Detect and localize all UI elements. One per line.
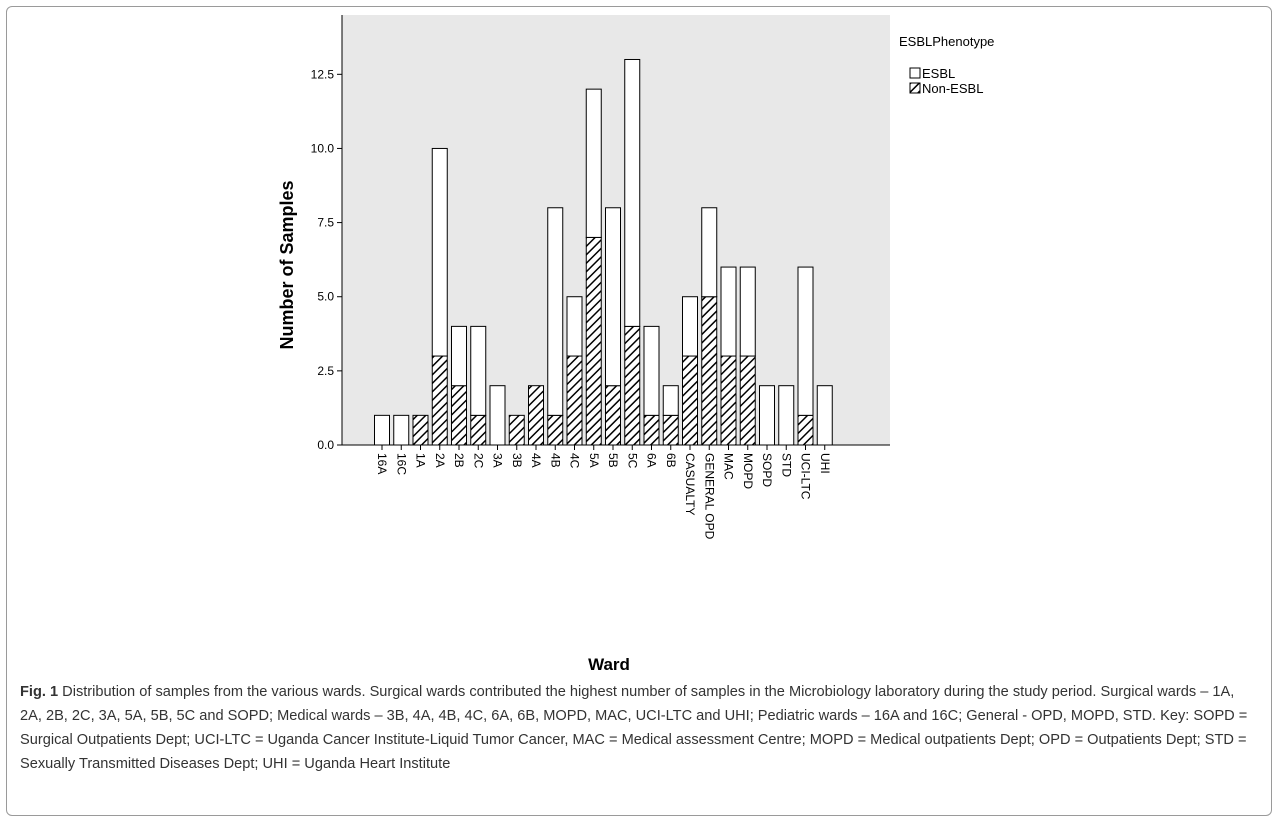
- x-tick-label: 1A: [414, 453, 428, 468]
- x-tick-label: 4C: [568, 453, 582, 469]
- x-tick-label: 5C: [625, 453, 639, 469]
- x-tick-label: MAC: [722, 453, 736, 480]
- x-axis-title: Ward: [588, 655, 630, 674]
- x-tick-label: 4A: [529, 453, 543, 468]
- bar-esbl-3a: [489, 385, 506, 446]
- bar-non-esbl-2a: [431, 355, 448, 446]
- y-tick-label: 7.5: [317, 216, 334, 230]
- bar-non-esbl-5a: [585, 236, 602, 446]
- y-tick-label: 12.5: [311, 67, 335, 81]
- x-axis: 16A 16C 1A 2A 2B 2C 3A 3B 4A 4B 4C 5A 5B 5C 6A 6B CASUAL…: [342, 444, 890, 540]
- bar-non-esbl-casualty: [682, 355, 698, 446]
- bar-esbl-2b: [451, 325, 467, 387]
- x-tick-label: UHI: [818, 453, 832, 474]
- x-tick-label: 16A: [375, 453, 389, 474]
- bar-esbl-6a: [643, 325, 660, 416]
- bar-non-esbl-2c: [470, 414, 487, 446]
- bar-esbl-4c: [566, 296, 583, 357]
- bar-esbl-5a: [585, 88, 602, 238]
- bar-esbl-16c: [393, 414, 410, 446]
- bar-esbl-mac: [720, 266, 737, 357]
- x-tick-label: 5B: [606, 453, 620, 468]
- x-tick-label: 3B: [510, 453, 524, 468]
- bar-non-esbl-4a: [528, 385, 544, 446]
- caption-text: Distribution of samples from the various…: [20, 684, 1248, 772]
- bar-esbl-sopd: [759, 385, 775, 446]
- bar-non-esbl-6a: [643, 414, 660, 446]
- bar-esbl-casualty: [682, 296, 698, 357]
- x-tick-label: 6B: [664, 453, 678, 468]
- legend-swatch-non-esbl: [909, 82, 921, 94]
- x-tick-label: 4B: [548, 453, 562, 468]
- bar-esbl-2c: [470, 325, 487, 416]
- bar-esbl-16a: [374, 414, 390, 446]
- bar-esbl-5c: [624, 58, 641, 327]
- legend-label-non-esbl: Non-ESBL: [922, 81, 983, 96]
- y-tick-label: 2.5: [317, 364, 334, 378]
- x-tick-label: 3A: [491, 453, 505, 468]
- y-tick-label: 5.0: [317, 290, 334, 304]
- bar-non-esbl-5c: [624, 325, 641, 446]
- x-tick-label: STD: [779, 453, 793, 477]
- x-tick-label: 2B: [452, 453, 466, 468]
- legend-title: ESBLPhenotype: [899, 34, 994, 49]
- bar-esbl-2a: [431, 147, 448, 357]
- x-tick-label: 2A: [433, 453, 447, 468]
- bar-non-esbl-1a: [412, 414, 429, 446]
- bar-esbl-uhi: [816, 385, 833, 446]
- bar-non-esbl-3b: [508, 414, 525, 446]
- bar-esbl-mopd: [739, 266, 756, 357]
- y-axis: 0.0 2.5 5.0 7.5 10.0 12.5: [311, 15, 343, 452]
- x-tick-label: 6A: [645, 453, 659, 468]
- stacked-bar-chart: 0.0 2.5 5.0 7.5 10.0 12.5 16A 16C 1A 2A 2B 2C 3A 3B 4…: [277, 15, 994, 674]
- x-tick-label: SOPD: [760, 453, 774, 487]
- bar-esbl-4b: [547, 207, 564, 416]
- figure-label: Fig. 1: [20, 684, 59, 700]
- bar-non-esbl-4b: [547, 414, 564, 446]
- x-tick-label: 5A: [587, 453, 601, 468]
- y-axis-title: Number of Samples: [277, 180, 297, 349]
- x-tick-label: MOPD: [741, 453, 755, 489]
- bar-esbl-6b: [662, 385, 679, 416]
- bar-esbl-general-opd: [701, 207, 718, 298]
- legend-label-esbl: ESBL: [922, 66, 955, 81]
- legend-swatch-esbl: [909, 67, 921, 79]
- figure-caption: Fig. 1 Distribution of samples from the …: [20, 680, 1260, 776]
- bar-non-esbl-uci-ltc: [797, 414, 814, 446]
- y-tick-label: 10.0: [311, 141, 335, 155]
- x-tick-label: CASUALTY: [683, 453, 697, 515]
- bar-non-esbl-6b: [662, 414, 679, 446]
- x-tick-label: 2C: [471, 453, 485, 469]
- bar-non-esbl-mac: [720, 355, 737, 446]
- bars-group: [374, 58, 833, 446]
- x-tick-label: 16C: [394, 453, 408, 475]
- bar-non-esbl-5b: [605, 385, 621, 446]
- bar-non-esbl-mopd: [739, 355, 756, 446]
- x-tick-label: UCI-LTC: [799, 453, 813, 500]
- bar-esbl-uci-ltc: [797, 266, 814, 416]
- x-tick-label: GENERAL OPD: [702, 453, 716, 540]
- bar-esbl-5b: [605, 207, 621, 387]
- bar-non-esbl-4c: [566, 355, 583, 446]
- bar-non-esbl-2b: [451, 385, 467, 446]
- bar-esbl-std: [778, 385, 795, 446]
- bar-non-esbl-general-opd: [701, 296, 718, 446]
- y-tick-label: 0.0: [317, 438, 334, 452]
